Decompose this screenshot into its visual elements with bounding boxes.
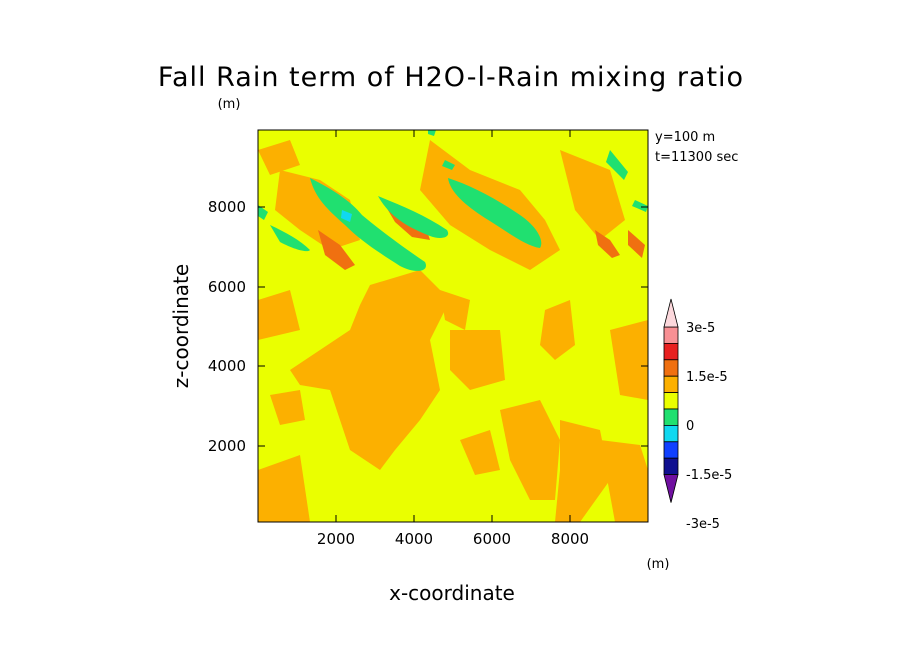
colorbar-arrow-top <box>663 298 679 328</box>
colorbar-segment <box>663 457 679 476</box>
y-axis-label: z-coordinate <box>169 264 193 388</box>
plot-frame <box>257 129 649 523</box>
colorbar-segment <box>663 342 679 361</box>
chart-title: Fall Rain term of H2O-l-Rain mixing rati… <box>158 62 744 93</box>
colorbar <box>663 298 679 503</box>
x-tick-label: 4000 <box>395 530 433 548</box>
x-axis-label: x-coordinate <box>389 581 515 605</box>
x-tick-label: 2000 <box>317 530 355 548</box>
colorbar-arrow-bottom <box>663 474 679 503</box>
contour-orange <box>258 140 648 522</box>
colorbar-label: -3e-5 <box>686 517 720 532</box>
y-tick-label: 2000 <box>208 437 246 455</box>
y-tick-label: 4000 <box>208 357 246 375</box>
x-tick-label: 6000 <box>473 530 511 548</box>
colorbar-segment <box>663 326 679 344</box>
colorbar-segment <box>663 375 679 394</box>
y-tick-labels: 2000 4000 6000 8000 <box>208 198 246 455</box>
y-ticks <box>258 206 648 447</box>
x-tick-labels: 2000 4000 6000 8000 <box>317 530 589 548</box>
colorbar-segment <box>663 424 679 443</box>
colorbar-segment <box>663 441 679 459</box>
contour-cyan <box>341 210 352 222</box>
colorbar-labels: 3e-5 1.5e-5 0 -1.5e-5 -3e-5 <box>686 321 732 532</box>
colorbar-label: 3e-5 <box>686 321 715 336</box>
x-ticks <box>335 130 571 522</box>
colorbar-label: 0 <box>686 419 694 434</box>
title-unit: (m) <box>218 97 241 112</box>
colorbar-segment <box>663 392 679 410</box>
colorbar-label: -1.5e-5 <box>686 468 732 483</box>
annotation-y: y=100 m <box>655 130 715 145</box>
contour-green <box>258 130 648 271</box>
colorbar-segment <box>663 359 679 377</box>
y-tick-label: 6000 <box>208 278 246 296</box>
colorbar-unit: (m) <box>647 557 670 572</box>
x-tick-label: 8000 <box>551 530 589 548</box>
colorbar-label: 1.5e-5 <box>686 370 728 385</box>
annotation-t: t=11300 sec <box>655 150 738 165</box>
y-tick-label: 8000 <box>208 198 246 216</box>
colorbar-segment <box>663 408 679 426</box>
plot-area <box>258 130 648 522</box>
